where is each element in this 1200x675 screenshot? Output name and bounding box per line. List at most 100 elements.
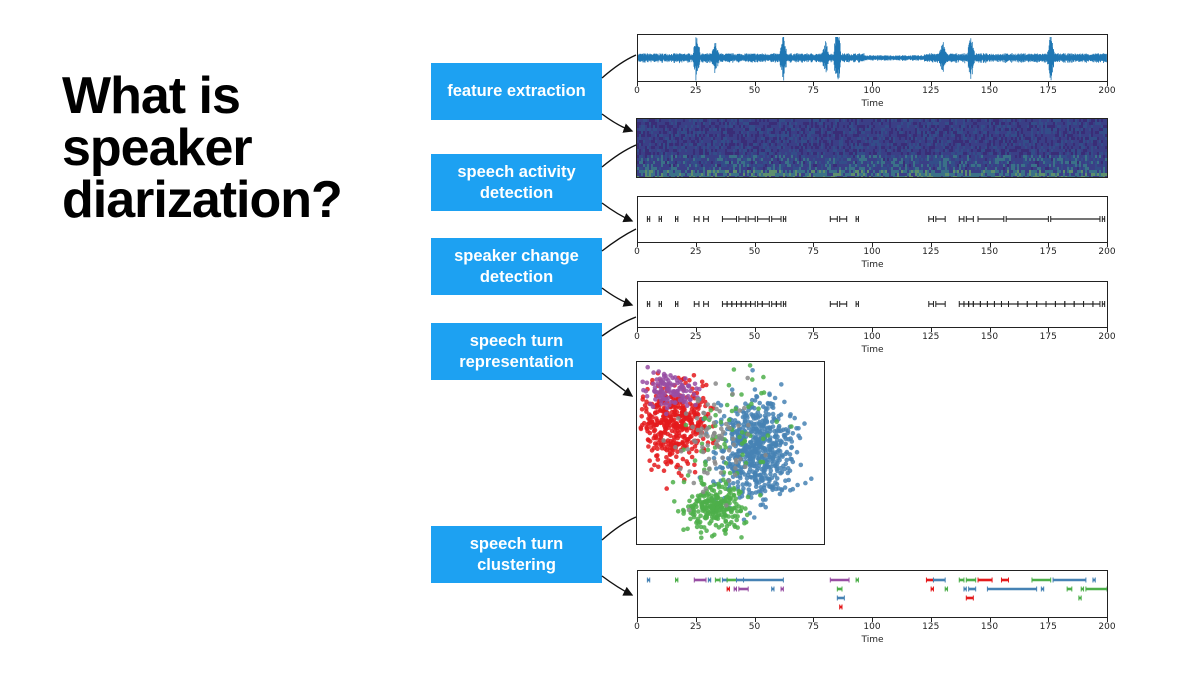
spectrogram-cell xyxy=(1065,161,1067,164)
spectrogram-cell xyxy=(837,146,839,149)
spectrogram-cell xyxy=(1081,146,1083,149)
spectrogram-cell xyxy=(1023,155,1025,158)
spectrogram-cell xyxy=(753,155,755,158)
scatter-point xyxy=(706,496,711,501)
spectrogram-cell xyxy=(859,146,861,149)
spectrogram-cell xyxy=(1065,155,1067,158)
scatter-point xyxy=(768,471,773,477)
spectrogram-cell xyxy=(973,122,975,125)
spectrogram-cell xyxy=(889,137,891,140)
spectrogram-cell xyxy=(951,122,953,125)
spectrogram-cell xyxy=(815,164,817,167)
spectrogram-cell xyxy=(739,170,741,173)
spectrogram-cell xyxy=(993,152,995,155)
spectrogram-cell xyxy=(757,128,759,131)
scatter-point xyxy=(671,438,677,443)
spectrogram-cell xyxy=(729,134,731,137)
scatter-point xyxy=(745,415,750,420)
spectrogram-cell xyxy=(1007,167,1009,170)
scatter-point xyxy=(693,432,698,437)
spectrogram-cell xyxy=(987,164,989,167)
scatter-point xyxy=(795,482,800,488)
spectrogram-cell xyxy=(995,167,997,170)
spectrogram-cell xyxy=(923,176,925,177)
spectrogram-cell xyxy=(1043,155,1045,158)
spectrogram-cell xyxy=(1105,134,1107,137)
scatter-point xyxy=(711,479,716,484)
spectrogram-cell xyxy=(925,119,927,122)
x-tick-label: 50 xyxy=(748,332,761,342)
scatter-point xyxy=(752,473,757,479)
spectrogram-cell xyxy=(865,140,867,143)
spectrogram-cell xyxy=(1089,134,1091,137)
spectrogram-cell xyxy=(1079,152,1081,155)
scatter-point xyxy=(695,427,701,433)
spectrogram-cell xyxy=(883,140,885,143)
spectrogram-cell xyxy=(637,146,639,149)
spectrogram-cell xyxy=(963,176,965,177)
spectrogram-cell xyxy=(1079,146,1081,149)
spectrogram-cell xyxy=(871,173,873,176)
spectrogram-cell xyxy=(809,161,811,164)
spectrogram-cell xyxy=(887,119,889,122)
scatter-point xyxy=(779,382,784,387)
spectrogram-cell xyxy=(1071,155,1073,158)
spectrogram-cell xyxy=(879,143,881,146)
spectrogram-cell xyxy=(783,155,785,158)
spectrogram-cell xyxy=(695,158,697,161)
spectrogram-cell xyxy=(1025,176,1027,177)
spectrogram-cell xyxy=(987,146,989,149)
spectrogram-cell xyxy=(741,143,743,146)
spectrogram-cell xyxy=(765,143,767,146)
scatter-point xyxy=(729,408,735,414)
spectrogram-cell xyxy=(809,149,811,152)
spectrogram-cell xyxy=(683,155,685,158)
spectrogram-cell xyxy=(849,167,851,170)
spectrogram-cell xyxy=(691,125,693,128)
spectrogram-cell xyxy=(769,149,771,152)
spectrogram-cell xyxy=(1061,167,1063,170)
spectrogram-cell xyxy=(843,131,845,134)
spectrogram-cell xyxy=(855,146,857,149)
scatter-point xyxy=(640,379,645,385)
spectrogram-cell xyxy=(1035,176,1037,177)
scatter-point xyxy=(675,449,680,455)
scatter-point xyxy=(756,463,762,468)
scatter-point xyxy=(771,484,776,490)
scatter-point xyxy=(723,486,728,491)
scatter-point xyxy=(763,452,768,458)
spectrogram-cell xyxy=(811,143,813,146)
spectrogram-cell xyxy=(721,134,723,137)
spectrogram-cell xyxy=(783,128,785,131)
spectrogram-cell xyxy=(687,167,689,170)
spectrogram-cell xyxy=(829,140,831,143)
spectrogram-cell xyxy=(875,173,877,176)
spectrogram-cell xyxy=(1023,158,1025,161)
spectrogram-cell xyxy=(909,176,911,177)
spectrogram-cell xyxy=(851,173,853,176)
spectrogram-cell xyxy=(927,125,929,128)
spectrogram-cell xyxy=(1095,170,1097,173)
spectrogram-cell xyxy=(1065,134,1067,137)
spectrogram-cell xyxy=(699,167,701,170)
spectrogram-cell xyxy=(709,125,711,128)
spectrogram-cell xyxy=(989,143,991,146)
spectrogram-cell xyxy=(929,155,931,158)
spectrogram-cell xyxy=(799,170,801,173)
x-tick-label: 200 xyxy=(1098,247,1116,257)
spectrogram-cell xyxy=(915,128,917,131)
scatter-point xyxy=(684,403,690,408)
spectrogram-cell xyxy=(899,161,901,164)
spectrogram-cell xyxy=(803,176,805,177)
scatter-point xyxy=(726,382,732,388)
spectrogram-cell xyxy=(967,149,969,152)
spectrogram-cell xyxy=(651,164,653,167)
spectrogram-cell xyxy=(1023,149,1025,152)
scatter-point xyxy=(763,504,768,510)
scatter-point xyxy=(691,373,697,378)
spectrogram-cell xyxy=(781,137,783,140)
spectrogram-cell xyxy=(859,131,861,134)
spectrogram-cell xyxy=(871,128,873,131)
spectrogram-cell xyxy=(831,143,833,146)
spectrogram-cell xyxy=(1025,149,1027,152)
